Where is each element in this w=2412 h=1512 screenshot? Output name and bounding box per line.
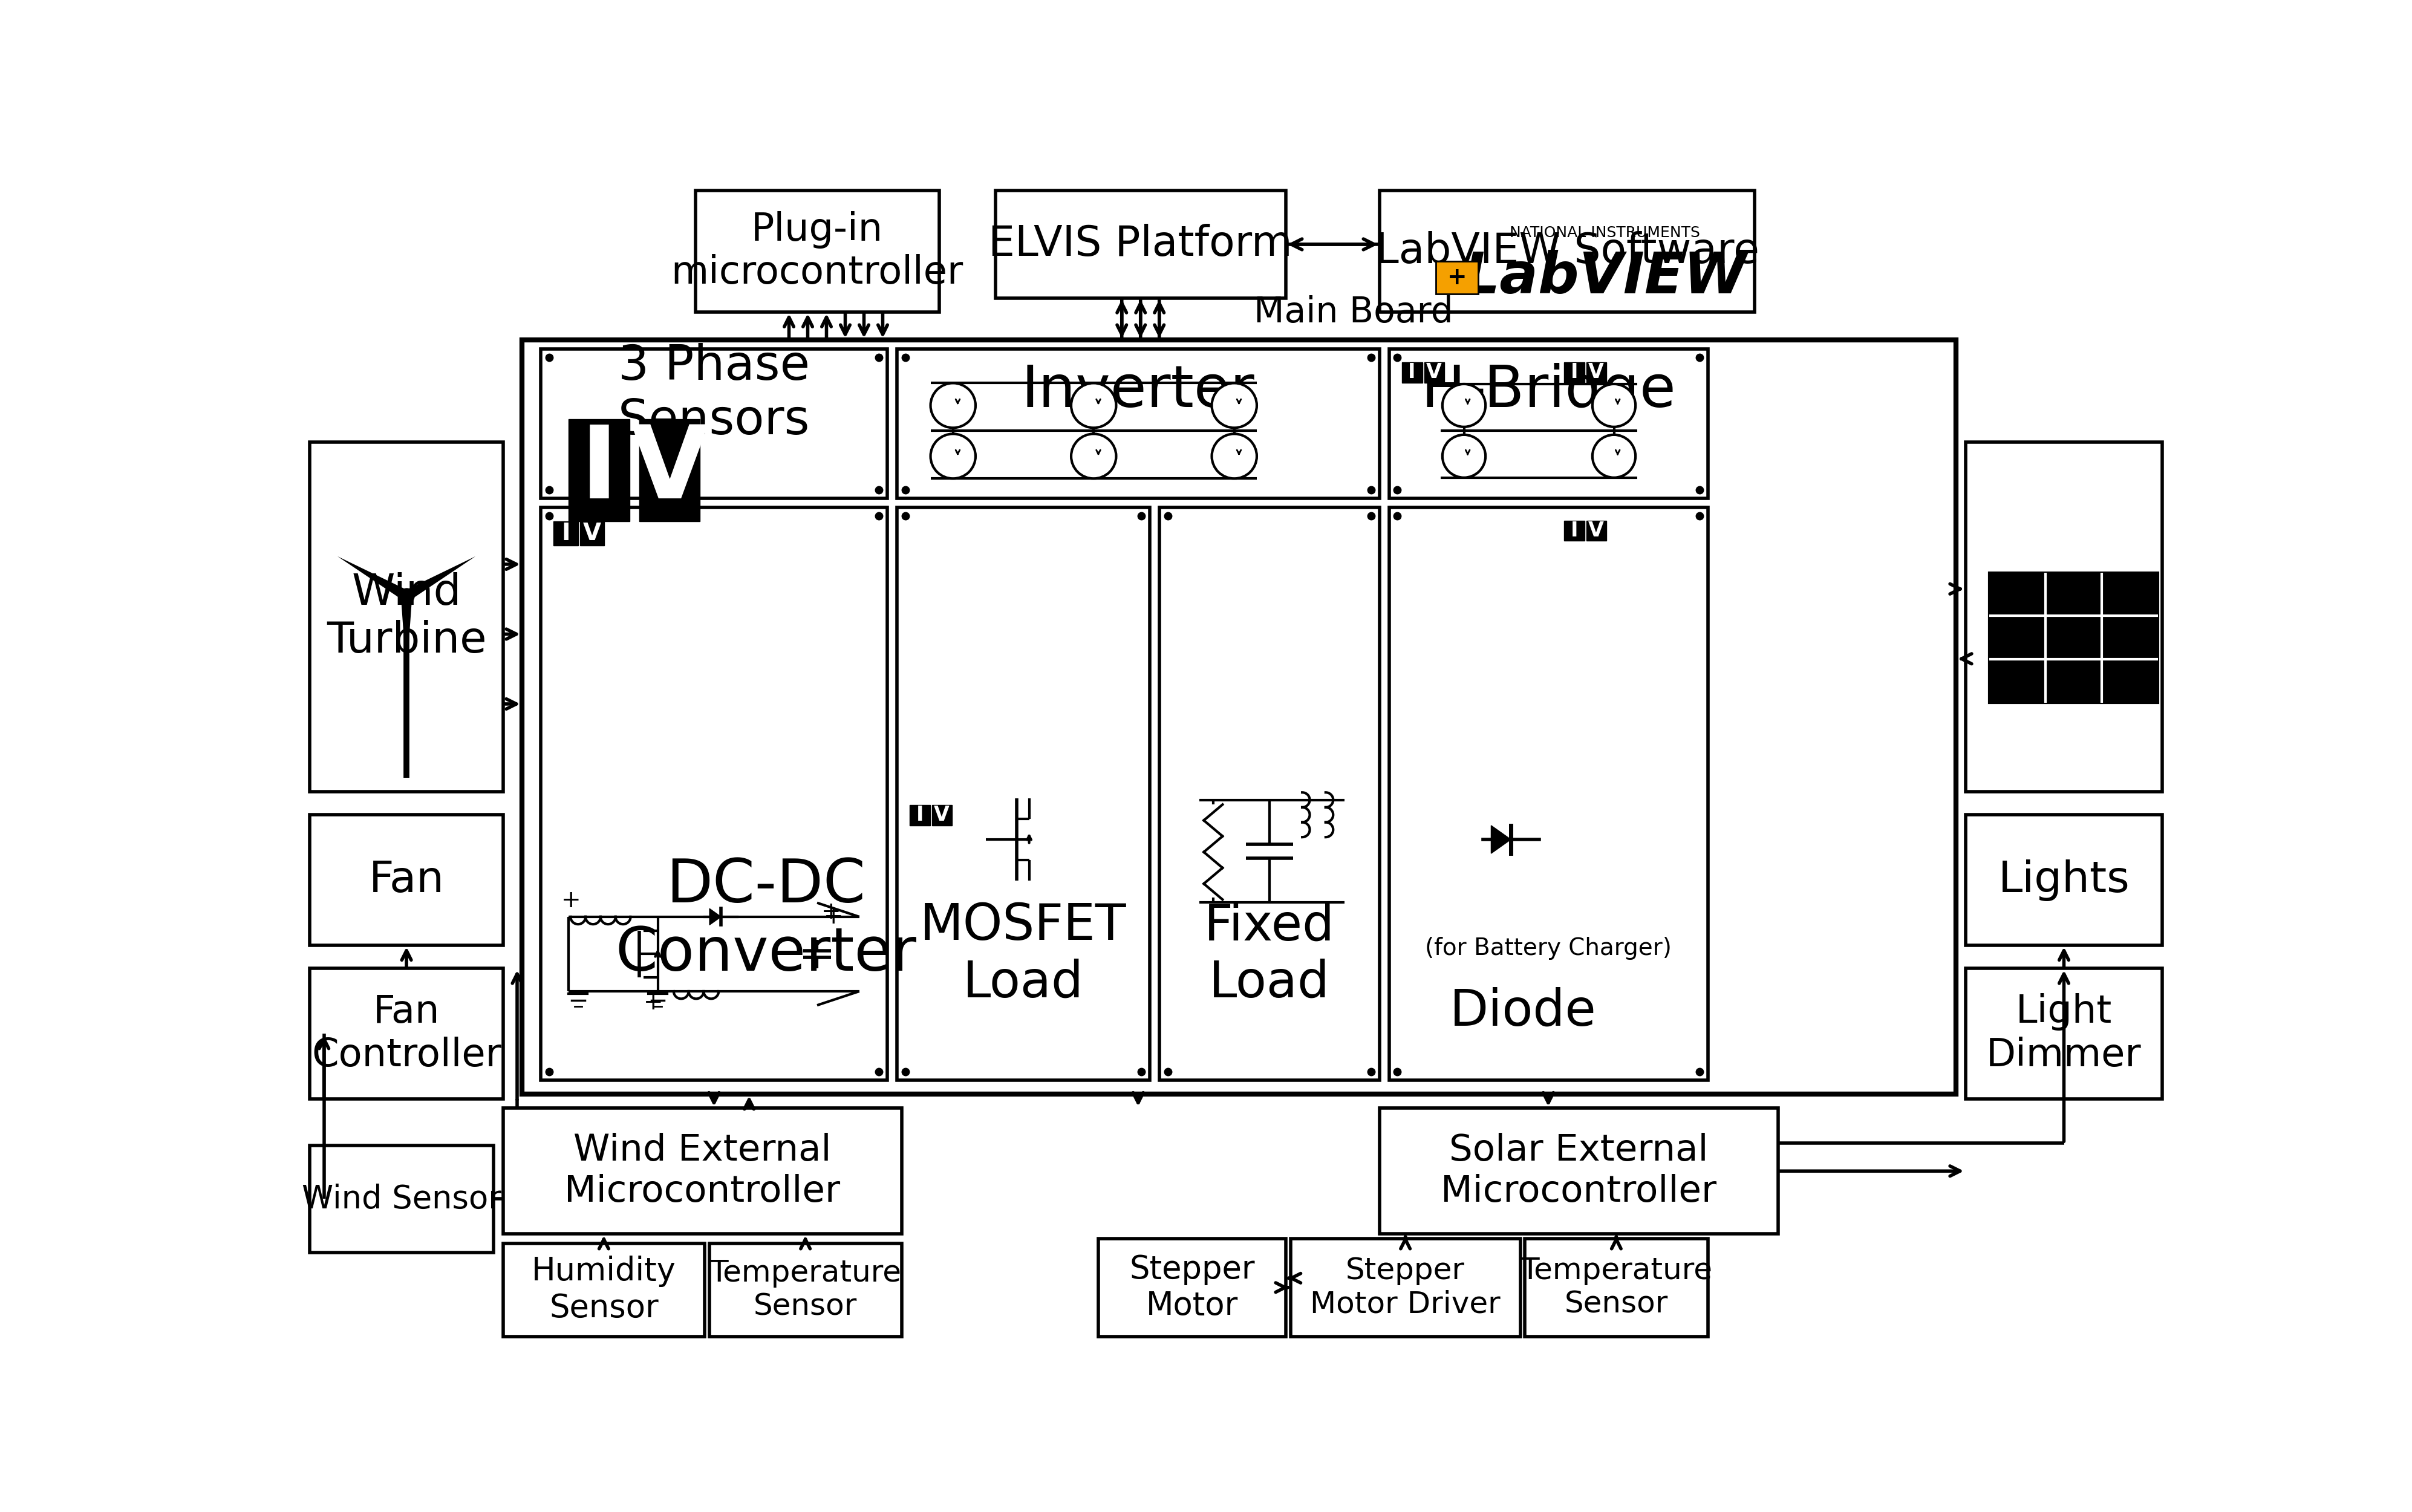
Text: MOSFET
Load: MOSFET Load: [919, 901, 1126, 1007]
Text: V: V: [1425, 363, 1442, 383]
Bar: [1380, 1108, 1778, 1234]
Text: Humidity
Sensor: Humidity Sensor: [531, 1256, 675, 1323]
Text: Solar External
Microcontroller: Solar External Microcontroller: [1440, 1132, 1717, 1210]
Text: I: I: [1570, 520, 1577, 541]
Text: V: V: [584, 522, 601, 544]
Bar: [569, 419, 630, 522]
Circle shape: [931, 434, 974, 479]
Circle shape: [1211, 383, 1257, 428]
Text: Fan: Fan: [369, 859, 444, 901]
Bar: [504, 1243, 704, 1337]
Text: Lights: Lights: [1997, 859, 2130, 901]
Text: I: I: [1570, 363, 1577, 383]
Circle shape: [1592, 384, 1635, 426]
Text: Fan
Controller: Fan Controller: [311, 993, 502, 1074]
Bar: [897, 508, 1151, 1080]
Circle shape: [1442, 435, 1486, 478]
Text: Inverter: Inverter: [1023, 363, 1254, 419]
Bar: [309, 1146, 494, 1252]
Circle shape: [1592, 435, 1635, 478]
Circle shape: [1211, 434, 1257, 479]
Bar: [1966, 442, 2164, 791]
Text: NATIONAL INSTRUMENTS: NATIONAL INSTRUMENTS: [1510, 225, 1700, 240]
Text: Stepper
Motor Driver: Stepper Motor Driver: [1310, 1256, 1500, 1318]
Polygon shape: [400, 596, 412, 674]
Bar: [504, 1108, 902, 1234]
Bar: [540, 349, 888, 497]
Bar: [709, 1243, 902, 1337]
Text: Stepper
Motor: Stepper Motor: [1129, 1253, 1254, 1321]
Text: Plug-in
microcontroller: Plug-in microcontroller: [671, 210, 962, 292]
Circle shape: [931, 383, 974, 428]
Text: I: I: [562, 522, 569, 544]
Text: I: I: [1409, 363, 1416, 383]
Text: Wind External
Microcontroller: Wind External Microcontroller: [564, 1132, 839, 1210]
Text: +: +: [822, 901, 842, 924]
Bar: [1966, 815, 2164, 945]
Polygon shape: [1491, 826, 1510, 853]
Bar: [579, 522, 605, 546]
Bar: [909, 804, 931, 826]
Text: +: +: [562, 889, 581, 912]
Bar: [695, 191, 938, 311]
Bar: [1290, 1238, 1520, 1337]
Text: V: V: [933, 806, 950, 826]
Text: Fixed
Load: Fixed Load: [1204, 901, 1334, 1007]
Text: Temperature
Sensor: Temperature Sensor: [1520, 1256, 1713, 1318]
Bar: [555, 522, 579, 546]
Circle shape: [1071, 434, 1117, 479]
Text: 3 Phase
Sensors: 3 Phase Sensors: [617, 343, 810, 445]
Text: I: I: [917, 806, 924, 826]
Text: Main Board: Main Board: [1254, 295, 1454, 330]
Bar: [1380, 191, 1754, 311]
Text: Wind Sensor: Wind Sensor: [302, 1184, 502, 1214]
Bar: [1587, 363, 1606, 383]
Bar: [897, 349, 1380, 497]
Bar: [1990, 573, 2159, 703]
Text: +: +: [644, 992, 663, 1015]
Bar: [1524, 1238, 1708, 1337]
Bar: [1587, 520, 1606, 541]
Bar: [540, 508, 888, 1080]
Text: LabVIEW: LabVIEW: [1462, 249, 1746, 305]
Text: ELVIS Platform: ELVIS Platform: [989, 224, 1293, 265]
Text: +: +: [822, 906, 844, 928]
Polygon shape: [709, 909, 721, 925]
Circle shape: [1071, 383, 1117, 428]
Bar: [996, 191, 1286, 298]
Bar: [1389, 508, 1708, 1080]
Text: Temperature
Sensor: Temperature Sensor: [709, 1258, 902, 1321]
Text: Light
Dimmer: Light Dimmer: [1987, 993, 2142, 1074]
Text: V: V: [630, 420, 709, 520]
Text: (for Battery Charger): (for Battery Charger): [1425, 937, 1672, 960]
Bar: [309, 442, 504, 791]
Bar: [521, 340, 1956, 1095]
Bar: [1565, 363, 1585, 383]
Text: I: I: [581, 420, 617, 520]
Bar: [309, 969, 504, 1099]
Bar: [1565, 520, 1585, 541]
Text: DC-DC
Converter: DC-DC Converter: [615, 857, 917, 983]
Bar: [1435, 262, 1479, 295]
Bar: [1423, 363, 1445, 383]
Text: Diode: Diode: [1450, 987, 1597, 1036]
Bar: [1401, 363, 1423, 383]
Text: LabVIEW Software: LabVIEW Software: [1375, 231, 1758, 272]
Polygon shape: [338, 556, 410, 600]
Bar: [309, 815, 504, 945]
Text: V: V: [1590, 363, 1604, 383]
Bar: [639, 419, 699, 522]
Polygon shape: [403, 556, 475, 600]
Circle shape: [1442, 384, 1486, 426]
Text: +: +: [1447, 266, 1466, 289]
Text: V: V: [1590, 520, 1604, 541]
Bar: [1160, 508, 1380, 1080]
Bar: [931, 804, 953, 826]
Text: Solar
Panel: Solar Panel: [2004, 572, 2123, 662]
Text: H-Bridge: H-Bridge: [1421, 363, 1676, 419]
Bar: [1097, 1238, 1286, 1337]
Bar: [1389, 349, 1708, 497]
Bar: [1966, 969, 2164, 1099]
Text: Wind
Turbine: Wind Turbine: [326, 572, 487, 662]
